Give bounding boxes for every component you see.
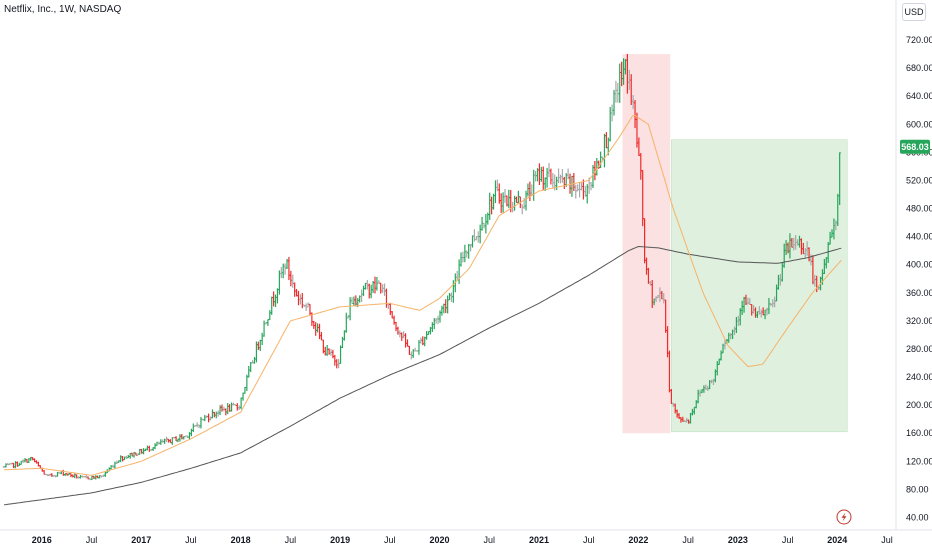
time-tick-label: 2016 xyxy=(32,535,52,545)
time-tick-label: Jul xyxy=(285,535,297,545)
time-tick-label: Jul xyxy=(185,535,197,545)
price-tick-label: 720.00 xyxy=(906,35,932,45)
price-tick-label: 600.00 xyxy=(906,119,932,129)
last-price-label: 568.03 xyxy=(901,142,929,152)
candles-layer xyxy=(2,53,841,481)
symbol-title: Netflix, Inc., 1W, NASDAQ xyxy=(4,4,122,15)
zones-layer xyxy=(622,54,848,434)
time-tick-label: 2021 xyxy=(529,535,549,545)
currency-button[interactable]: USD xyxy=(902,3,926,21)
time-tick-label: Jul xyxy=(484,535,496,545)
time-tick-label: 2022 xyxy=(628,535,648,545)
price-tick-label: 480.00 xyxy=(906,204,932,214)
ma-fast-line xyxy=(4,114,842,476)
lightning-icon[interactable] xyxy=(836,509,852,525)
time-tick-label: Jul xyxy=(583,535,595,545)
price-tick-label: 200.00 xyxy=(906,400,932,410)
time-axis[interactable]: 2016 Jul 2017 Jul 2018 Jul 2019 Jul 2020 Jul 2021 J… xyxy=(32,535,893,545)
price-axis[interactable]: 40.00 80.00 120.00 160.00 200.00 240.00 280.00… xyxy=(906,35,932,522)
time-tick-label: 2019 xyxy=(330,535,350,545)
time-tick-label: Jul xyxy=(86,535,98,545)
price-tick-label: 120.00 xyxy=(906,456,932,466)
price-tick-label: 160.00 xyxy=(906,428,932,438)
last-price-badge-bg xyxy=(900,139,930,154)
price-tick-label: 80.00 xyxy=(906,484,929,494)
price-tick-label: 280.00 xyxy=(906,344,932,354)
ma-slow-line xyxy=(3,245,842,506)
time-tick-label: 2023 xyxy=(728,535,748,545)
price-tick-label: 680.00 xyxy=(906,63,932,73)
price-tick-label: 240.00 xyxy=(906,372,932,382)
decline-zone xyxy=(622,54,671,434)
price-tick-label: 640.00 xyxy=(906,91,932,101)
time-tick-label: 2017 xyxy=(131,535,151,545)
time-tick-label: Jul xyxy=(384,535,396,545)
price-tick-label: 320.00 xyxy=(906,316,932,326)
last-price-badge: 568.03 xyxy=(900,139,930,154)
time-tick-label: 2018 xyxy=(231,535,251,545)
price-tick-label: 400.00 xyxy=(906,260,932,270)
price-tick-label: 360.00 xyxy=(906,288,932,298)
time-tick-label: Jul xyxy=(782,535,794,545)
time-tick-label: Jul xyxy=(682,535,694,545)
time-tick-label: 2020 xyxy=(430,535,450,545)
time-tick-label: Jul xyxy=(881,535,893,545)
price-tick-label: 40.00 xyxy=(906,512,929,522)
time-tick-label: 2024 xyxy=(827,535,847,545)
price-tick-label: 440.00 xyxy=(906,232,932,242)
price-tick-label: 520.00 xyxy=(906,175,932,185)
